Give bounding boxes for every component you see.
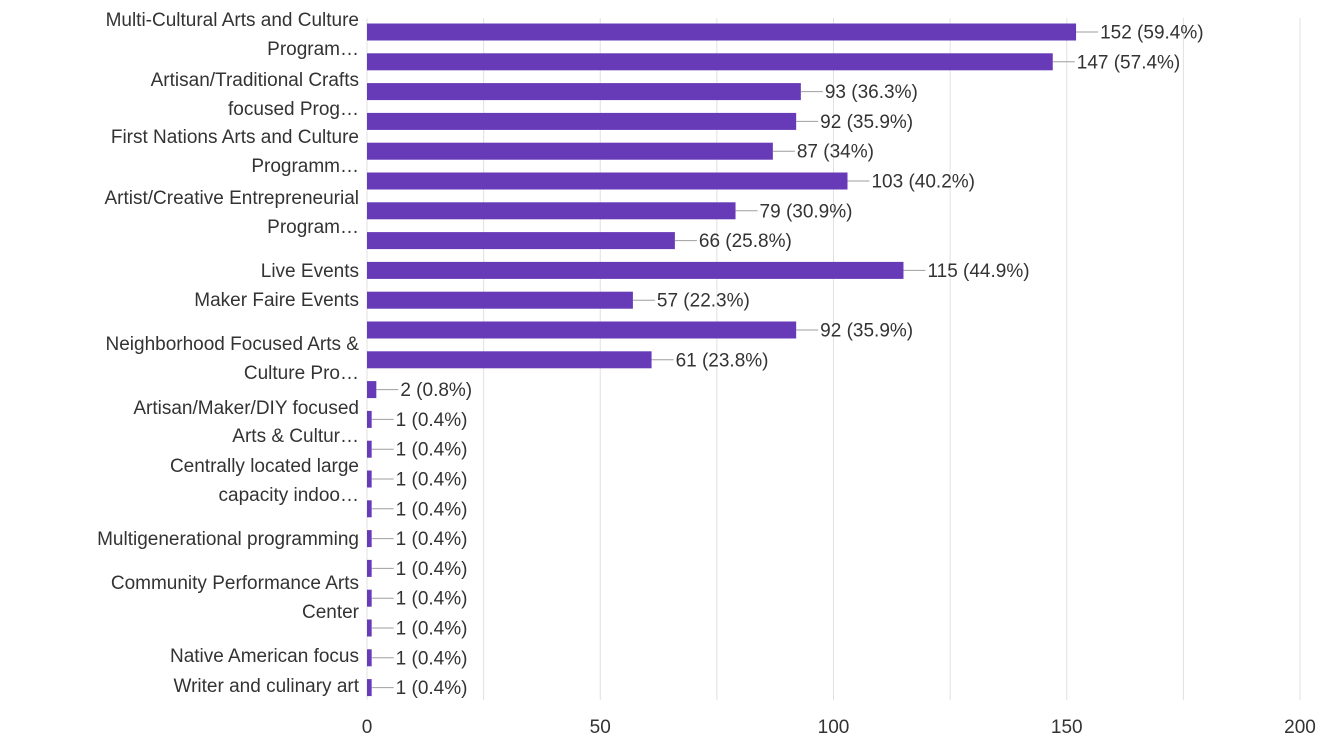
category-label: First Nations Arts and Culture	[111, 127, 359, 148]
bar	[367, 202, 736, 220]
bar	[367, 232, 675, 250]
bar	[367, 619, 372, 637]
value-label: 92 (35.9%)	[820, 112, 913, 133]
category-label: Artisan/Maker/DIY focused	[133, 398, 359, 419]
value-label: 1 (0.4%)	[396, 410, 468, 431]
value-label: 1 (0.4%)	[396, 470, 468, 491]
category-label: Arts & Cultur…	[232, 426, 359, 447]
bars	[367, 23, 1077, 697]
value-label: 66 (25.8%)	[699, 231, 792, 252]
bar	[367, 530, 372, 548]
category-label: focused Prog…	[228, 99, 359, 120]
bar	[367, 381, 377, 399]
category-label: Community Performance Arts	[111, 573, 359, 594]
category-label: Programm…	[251, 156, 359, 177]
bar	[367, 649, 372, 667]
grid-lines	[366, 18, 1301, 700]
category-label: Culture Pro…	[244, 363, 359, 384]
bar	[367, 112, 797, 130]
bar	[367, 261, 904, 279]
x-axis-tick-labels: 0 50 100 150 200	[362, 717, 1316, 738]
category-label: Multigenerational programming	[97, 529, 359, 550]
x-tick-label: 0	[362, 717, 373, 738]
category-label: Artist/Creative Entrepreneurial	[105, 188, 360, 209]
value-label: 1 (0.4%)	[396, 619, 468, 640]
category-label: Native American focus	[170, 646, 359, 667]
bar	[367, 470, 372, 488]
value-label: 152 (59.4%)	[1100, 23, 1204, 44]
value-label: 103 (40.2%)	[871, 172, 975, 193]
value-label: 2 (0.8%)	[400, 380, 472, 401]
category-label: Maker Faire Events	[194, 290, 359, 311]
category-label: capacity indoo…	[219, 485, 359, 506]
x-tick-label: 150	[1051, 717, 1083, 738]
x-tick-label: 100	[818, 717, 850, 738]
value-labels: 152 (59.4%) 147 (57.4%) 93 (36.3%) 92 (35.9…	[396, 23, 1204, 700]
value-leader-lines	[371, 31, 1099, 689]
value-label: 1 (0.4%)	[396, 678, 468, 699]
value-label: 87 (34%)	[797, 142, 874, 163]
value-label: 93 (36.3%)	[825, 82, 918, 103]
category-label: Multi-Cultural Arts and Culture	[106, 10, 359, 31]
bar	[367, 23, 1077, 41]
category-label: Program…	[267, 217, 359, 238]
bar	[367, 589, 372, 607]
bar	[367, 291, 633, 309]
value-label: 1 (0.4%)	[396, 529, 468, 550]
bar	[367, 500, 372, 518]
value-label: 92 (35.9%)	[820, 321, 913, 342]
category-label: Neighborhood Focused Arts &	[106, 334, 360, 355]
category-label: Center	[302, 602, 360, 623]
bar	[367, 83, 801, 101]
x-tick-label: 200	[1284, 717, 1316, 738]
category-label: Program…	[267, 39, 359, 60]
bar	[367, 559, 372, 577]
bar	[367, 351, 652, 369]
value-label: 61 (23.8%)	[676, 350, 769, 371]
bar	[367, 142, 773, 160]
bar	[367, 440, 372, 458]
category-label: Writer and culinary art	[174, 676, 360, 697]
bar	[367, 172, 848, 190]
category-label: Live Events	[261, 261, 359, 282]
value-label: 1 (0.4%)	[396, 589, 468, 610]
category-label: Centrally located large	[170, 456, 359, 477]
value-label: 57 (22.3%)	[657, 291, 750, 312]
bar	[367, 321, 797, 339]
bar	[367, 53, 1053, 71]
value-label: 147 (57.4%)	[1077, 52, 1181, 73]
value-label: 1 (0.4%)	[396, 648, 468, 669]
value-label: 1 (0.4%)	[396, 440, 468, 461]
value-label: 79 (30.9%)	[760, 201, 853, 222]
value-label: 1 (0.4%)	[396, 559, 468, 580]
bar	[367, 679, 372, 697]
bar	[367, 410, 372, 428]
category-label: Artisan/Traditional Crafts	[151, 70, 359, 91]
x-tick-label: 50	[590, 717, 611, 738]
value-label: 115 (44.9%)	[927, 261, 1029, 282]
category-labels: Multi-Cultural Arts and Culture Program… A…	[97, 10, 360, 697]
value-label: 1 (0.4%)	[396, 499, 468, 520]
